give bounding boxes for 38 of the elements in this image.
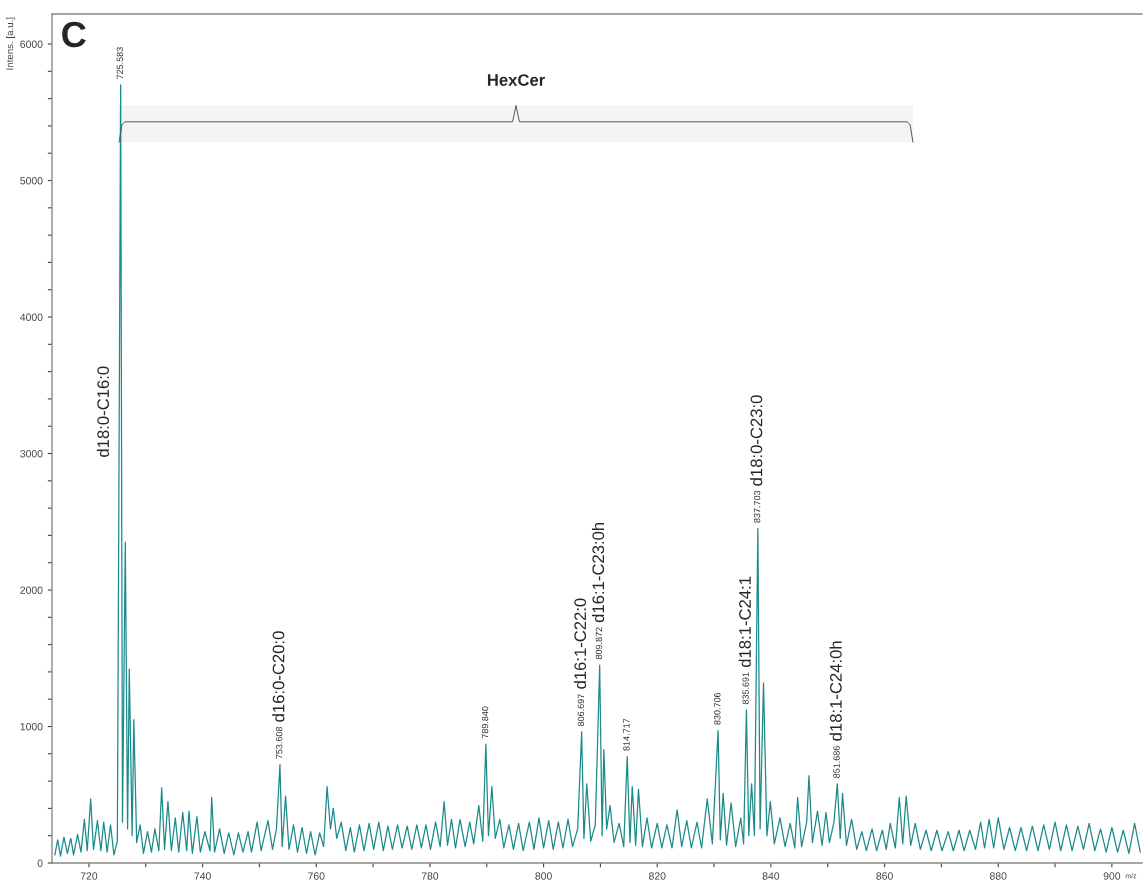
y-tick-label: 6000	[20, 40, 43, 48]
annotation: 809.872	[595, 627, 603, 660]
annotation: d18:0-C23:0	[750, 395, 763, 486]
x-tick-label: 860	[876, 872, 893, 880]
annotation: d18:1-C24:0h	[829, 641, 842, 741]
x-tick-label: 720	[80, 872, 98, 880]
annotation: 725.583	[116, 47, 124, 79]
y-tick-label: 1000	[20, 723, 43, 731]
x-tick-label: 740	[194, 872, 211, 880]
y-tick-label: 3000	[20, 450, 43, 458]
annotation: 837.703	[753, 490, 761, 523]
line-series	[54, 84, 1141, 857]
x-tick-label: 880	[989, 872, 1007, 880]
y-tick-label: 4000	[20, 313, 43, 321]
annotation: 814.717	[623, 718, 630, 751]
x-tick-label: 760	[308, 872, 325, 880]
x-tick-label: 780	[421, 872, 439, 880]
annotation: 851.686	[833, 746, 840, 778]
x-tick-label: 900	[1103, 872, 1121, 880]
y-tick-label: 0	[37, 859, 43, 867]
annotation: 835.691	[742, 672, 749, 705]
annotation: d16:1-C22:0	[573, 598, 587, 689]
annotation: d18:0-C16:0	[96, 366, 110, 457]
x-tick-label: 800	[535, 872, 552, 880]
annotation: 789.840	[481, 706, 489, 739]
x-tick-label: 840	[762, 872, 780, 880]
annotation: d16:1-C23:0h	[591, 522, 605, 623]
y-axis-title: Intens. [a.u.]	[6, 17, 16, 70]
y-tick-label: 2000	[20, 586, 43, 594]
annotation: 753.608	[275, 726, 283, 759]
y-tick-label: 5000	[20, 177, 43, 185]
annotation: 806.697	[577, 694, 585, 727]
chart-title: C	[62, 21, 86, 48]
x-tick-label: 820	[649, 872, 666, 880]
annotation: d18:1-C24:1	[738, 576, 751, 668]
band-label: HexCer	[487, 74, 545, 86]
annotation: d16:0-C20:0	[272, 631, 285, 722]
annotation: 830.706	[714, 692, 721, 725]
